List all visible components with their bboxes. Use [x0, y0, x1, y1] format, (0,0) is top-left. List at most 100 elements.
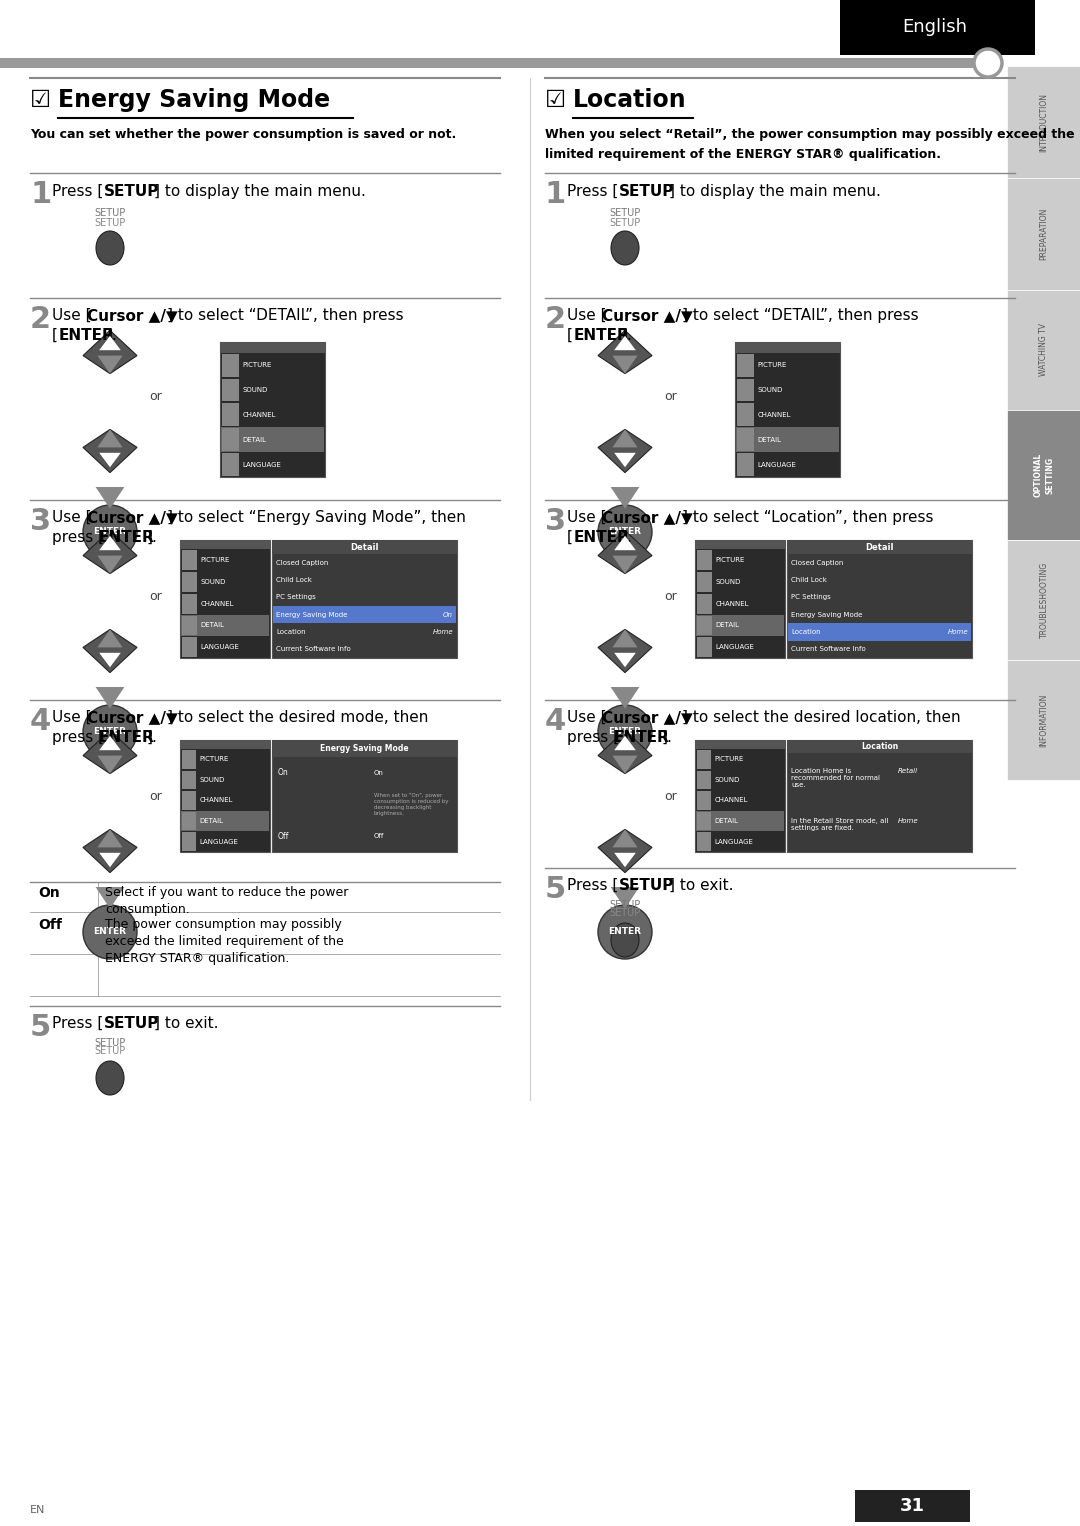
Polygon shape	[598, 830, 652, 873]
Text: ENTER: ENTER	[94, 928, 126, 937]
Bar	[737, 429, 755, 452]
Text: Use [: Use [	[52, 710, 92, 725]
Bar	[697, 790, 712, 810]
Bar	[220, 342, 325, 478]
Text: ENTER: ENTER	[615, 729, 670, 745]
Polygon shape	[615, 536, 636, 551]
Polygon shape	[612, 755, 637, 774]
Text: or: or	[150, 790, 162, 804]
Polygon shape	[610, 887, 639, 908]
Text: ENTER: ENTER	[99, 530, 154, 545]
Text: Location Home is
recommended for normal
use.: Location Home is recommended for normal …	[791, 768, 880, 789]
Text: English: English	[903, 18, 968, 37]
Bar	[180, 540, 270, 549]
Bar	[840, 0, 1035, 55]
Text: DETAIL: DETAIL	[757, 436, 782, 443]
Bar	[222, 378, 240, 401]
Text: SOUND: SOUND	[715, 777, 740, 783]
Text: Detail: Detail	[350, 543, 379, 551]
Text: Cursor ▲/▼: Cursor ▲/▼	[602, 510, 692, 525]
Text: or: or	[150, 591, 162, 603]
Text: WATCHING TV: WATCHING TV	[1039, 324, 1049, 377]
Polygon shape	[610, 687, 639, 708]
Polygon shape	[598, 531, 652, 574]
Bar	[222, 453, 240, 476]
Text: ENTER: ENTER	[573, 530, 630, 545]
Text: ] to exit.: ] to exit.	[154, 1016, 218, 1032]
Bar	[183, 615, 198, 635]
Polygon shape	[97, 755, 123, 774]
Text: Current Software Info: Current Software Info	[791, 647, 866, 652]
Bar	[0, 58, 985, 69]
Text: Off: Off	[38, 919, 62, 932]
Text: INFORMATION: INFORMATION	[1039, 693, 1049, 746]
Text: ] to select “DETAIL”, then press: ] to select “DETAIL”, then press	[681, 308, 919, 324]
Bar	[183, 551, 198, 571]
Text: Closed Caption: Closed Caption	[791, 560, 843, 566]
Text: ] to select “Location”, then press: ] to select “Location”, then press	[681, 510, 933, 525]
Bar	[222, 354, 240, 377]
Text: Use [: Use [	[567, 308, 607, 324]
Text: PICTURE: PICTURE	[715, 757, 744, 763]
Text: 2: 2	[545, 305, 566, 334]
Polygon shape	[96, 687, 124, 708]
Bar	[181, 810, 269, 832]
Text: DETAIL: DETAIL	[715, 818, 739, 824]
Text: ].: ].	[622, 328, 633, 343]
Text: ].: ].	[147, 729, 158, 745]
Bar	[697, 638, 712, 658]
Polygon shape	[99, 453, 121, 467]
Text: Select if you want to reduce the power
consumption.: Select if you want to reduce the power c…	[105, 887, 349, 916]
Bar	[181, 615, 269, 636]
Polygon shape	[83, 531, 137, 574]
Polygon shape	[83, 629, 137, 673]
Text: INTRODUCTION: INTRODUCTION	[1039, 93, 1049, 151]
Text: ] to select “Energy Saving Mode”, then: ] to select “Energy Saving Mode”, then	[167, 510, 465, 525]
Circle shape	[83, 505, 137, 559]
Polygon shape	[612, 830, 637, 847]
Text: SOUND: SOUND	[715, 578, 741, 584]
Text: CHANNEL: CHANNEL	[200, 798, 233, 804]
Bar	[696, 615, 784, 636]
Bar	[183, 812, 197, 830]
Polygon shape	[615, 736, 636, 751]
Bar	[183, 594, 198, 613]
Text: LANGUAGE: LANGUAGE	[200, 839, 239, 845]
Text: [: [	[567, 530, 573, 545]
Bar	[220, 342, 325, 353]
Polygon shape	[615, 336, 636, 349]
Text: On: On	[374, 769, 383, 775]
Polygon shape	[97, 629, 123, 647]
Text: Use [: Use [	[52, 308, 92, 324]
Bar	[787, 540, 972, 554]
Circle shape	[598, 505, 652, 559]
Text: [: [	[567, 328, 573, 343]
Text: LANGUAGE: LANGUAGE	[757, 461, 796, 467]
Bar	[787, 540, 972, 658]
Text: SOUND: SOUND	[200, 578, 226, 584]
Polygon shape	[99, 853, 121, 867]
Text: CHANNEL: CHANNEL	[715, 798, 748, 804]
Text: Use [: Use [	[567, 510, 607, 525]
Text: SOUND: SOUND	[242, 388, 268, 394]
Text: ENTER: ENTER	[608, 728, 642, 737]
Text: SETUP: SETUP	[609, 218, 640, 227]
Bar	[787, 740, 972, 754]
Polygon shape	[612, 555, 637, 574]
Text: Use [: Use [	[52, 510, 92, 525]
Text: 5: 5	[545, 874, 566, 903]
Bar	[183, 749, 197, 769]
Bar	[735, 342, 840, 478]
Text: Cursor ▲/▼: Cursor ▲/▼	[602, 308, 692, 324]
Text: DETAIL: DETAIL	[715, 623, 739, 629]
Bar	[183, 638, 198, 658]
Bar	[222, 429, 240, 452]
Text: [: [	[52, 328, 58, 343]
Text: Closed Caption: Closed Caption	[276, 560, 328, 566]
Text: On: On	[443, 612, 453, 618]
Polygon shape	[97, 555, 123, 574]
Text: Cursor ▲/▼: Cursor ▲/▼	[87, 308, 178, 324]
Text: SETUP: SETUP	[104, 1016, 160, 1032]
Text: Energy Saving Mode: Energy Saving Mode	[320, 743, 409, 752]
Text: Child Lock: Child Lock	[791, 577, 827, 583]
